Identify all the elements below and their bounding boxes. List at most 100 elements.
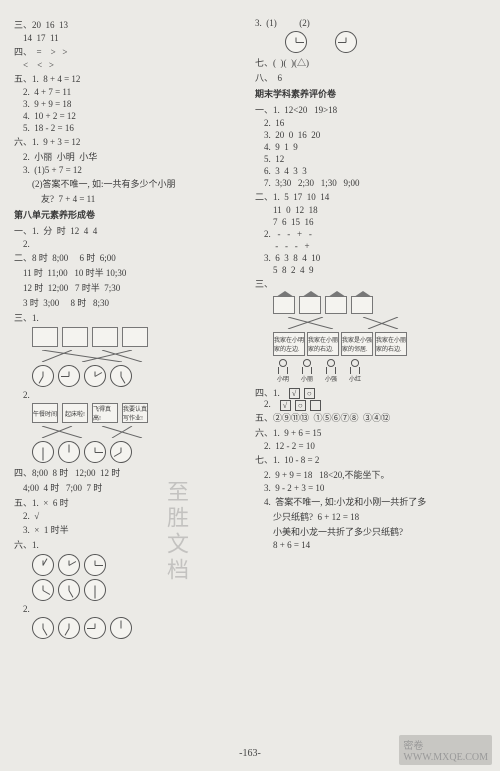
l8-san-label: 三、1. [14,311,245,324]
watermark-url: WWW.MXQE.COM [403,752,488,763]
clock-icon [110,617,132,639]
checkbox-icon: ○ [295,400,306,411]
r3-clocks [285,31,486,53]
rq-er-3: 7 6 15 16 [255,217,486,227]
rq-yi-7: 7. 3;30 2;30 1;30 9;00 [255,178,486,188]
rq-qi2-5: 少只纸鹤? 6 + 12 = 18 [255,510,486,523]
san8-boxes-2: 午餐时间 起床啦! 飞得真高! 我要认真写作业! [32,403,245,423]
l-wu-3: 3. 9 + 9 = 18 [14,99,245,109]
l-san-1: 三、20 16 13 [14,18,245,31]
san8-clocks-2 [32,441,245,463]
speech-box: 我家在小明家的左边. [273,332,305,356]
clock-icon [58,617,80,639]
clock-icon [32,554,54,576]
l8-yi-1: 一、1. 分 时 12 4 4 [14,224,245,237]
checkbox-icon: √ [280,400,291,411]
watermark-text: 密卷 [403,741,423,752]
l-wu-4: 4. 10 + 2 = 12 [14,111,245,121]
left-column: 三、20 16 13 14 17 11 四、 = > > < < > 五、1. … [14,18,245,642]
caption-box: 起床啦! [62,403,88,423]
clock-icon [84,554,106,576]
rq-wu: 五、②⑨⑪⑬ ①⑤⑥⑦⑧ ③④⑫ [255,411,486,424]
l-si-2: < < > [14,60,245,70]
clock-icon [58,441,80,463]
rq-qi2-4: 4. 答案不唯一, 如:小龙和小刚一共折了多 [255,495,486,508]
rq-er-1: 二、1. 5 17 10 14 [255,190,486,203]
page-root: 三、20 16 13 14 17 11 四、 = > > < < > 五、1. … [0,0,500,652]
l8-si-1: 四、8;00 8 时 12;00 12 时 [14,466,245,479]
rq-yi-6: 6. 3 4 3 3 [255,166,486,176]
san8-boxes-1 [32,327,245,347]
l-liu-5: 友? 7 + 4 = 11 [14,192,245,205]
l8-er-2: 11 时 11;00 10 时半 10;30 [14,266,245,279]
matching-lines-3 [273,317,413,329]
watermark-corner: 密卷 WWW.MXQE.COM [399,735,492,765]
caption-box: 午餐时间 [32,403,58,423]
l-san-2: 14 17 11 [14,33,245,43]
l-si-1: 四、 = > > [14,45,245,58]
rq-si-1: 四、1. [255,388,284,398]
person-name: 小丽 [301,374,313,383]
final-title: 期末学科素养评价卷 [255,87,486,100]
rq-yi-3: 3. 20 0 16 20 [255,130,486,140]
rq-si-2: 2. [255,399,275,409]
rq-yi-5: 5. 12 [255,154,486,164]
picture-box [62,327,88,347]
house-icon [299,296,321,314]
house-icon [273,296,295,314]
l8-er-4: 3 时 3;00 8 时 8;30 [14,296,245,309]
r-ba: 八、 6 [255,71,486,84]
speech-box: 我家在小丽家的右边. [307,332,339,356]
clock-icon [32,579,54,601]
speech-row: 我家在小明家的左边. 我家在小丽家的右边. 我家是小强家的邻居. 我家在小丽家的… [273,332,486,356]
l-wu-5: 5. 18 - 2 = 16 [14,123,245,133]
person-name: 小红 [349,374,361,383]
clock-icon [84,617,106,639]
speech-box: 我家在小丽家的右边. [375,332,407,356]
matching-lines-2 [32,426,152,438]
rq-liu-2: 2. 12 - 2 = 10 [255,441,486,451]
clock-icon [84,441,106,463]
picture-box [122,327,148,347]
l8-wu-3: 3. × 1 时半 [14,523,245,536]
caption-box: 我要认真写作业! [122,403,148,423]
l-wu-1: 五、1. 8 + 4 = 12 [14,72,245,85]
clock-icon [84,579,106,601]
clock-icon [285,31,307,53]
house-icon [325,296,347,314]
clock-icon [32,441,54,463]
liu8-clocks-b [32,579,245,601]
l-liu-1: 六、1. 9 + 3 = 12 [14,135,245,148]
rq-er-6: 3. 6 3 8 4 10 [255,253,486,263]
liu8-clocks-c [32,617,245,639]
checkbox-icon: ○ [304,388,315,399]
rq-qi2-3: 3. 9 - 2 + 3 = 10 [255,483,486,493]
person-name: 小明 [277,374,289,383]
person-icon: 小红 [345,359,365,383]
person-name: 小强 [325,374,337,383]
rq-qi2-1: 七、1. 10 - 8 = 2 [255,453,486,466]
caption-box: 飞得真高! [92,403,118,423]
person-icon: 小强 [321,359,341,383]
right-column: 3. (1) (2) 七、( )( )(△) 八、 6 期末学科素养评价卷 一、… [255,18,486,642]
clock-icon [58,365,80,387]
rq-si-row1: 四、1. √ ○ [255,386,486,399]
rq-er-5: - - - + [255,241,486,251]
rq-yi-4: 4. 9 1 9 [255,142,486,152]
people-row: 小明 小丽 小强 小红 [273,359,486,383]
rq-qi2-7: 8 + 6 = 14 [255,540,486,550]
clock-icon [110,441,132,463]
matching-lines-1 [32,350,152,362]
l8-wu-2: 2. √ [14,511,245,521]
rq-er-2: 11 0 12 18 [255,205,486,215]
rq-er-4: 2. - - + - [255,229,486,239]
rq-yi-1: 一、1. 12<20 19>18 [255,103,486,116]
speech-box: 我家是小强家的邻居. [341,332,373,356]
liu8-clocks-a [32,554,245,576]
rq-yi-2: 2. 16 [255,118,486,128]
unit8-title: 第八单元素养形成卷 [14,208,245,221]
rq-qi2-6: 小美和小龙一共折了多少只纸鹤? [255,525,486,538]
clock-icon [32,365,54,387]
rq-si-row2: 2. √ ○ [255,399,486,410]
clock-icon [110,365,132,387]
